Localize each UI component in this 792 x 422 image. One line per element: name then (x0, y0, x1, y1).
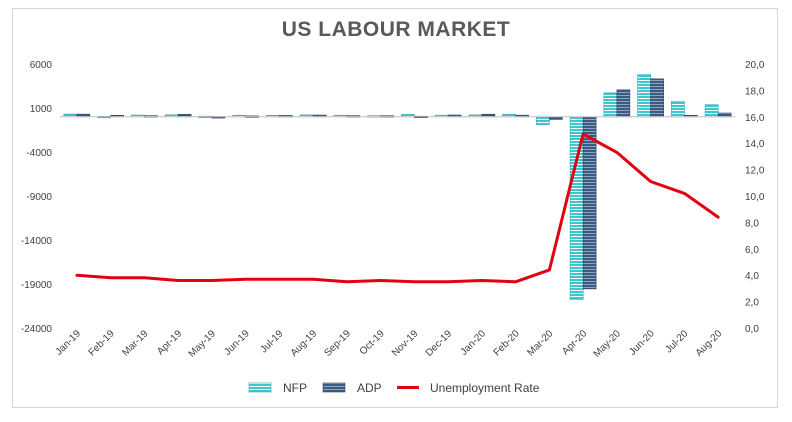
unemployment-point-aug-19 (312, 278, 314, 280)
unemployment-point-sep-19 (346, 281, 348, 283)
adp-bar-aug-20 (717, 112, 732, 118)
unemployment-point-jun-20 (649, 180, 652, 183)
chart-title: US LABOUR MARKET (281, 18, 511, 41)
x-tick-label: Mar-19 (120, 328, 150, 358)
line-series (75, 132, 720, 284)
x-tick-label: Jan-20 (459, 328, 489, 358)
left-tick-label: 6000 (30, 60, 53, 71)
right-tick-label: 20,0 (745, 60, 765, 71)
x-tick-label: Jul-20 (663, 328, 690, 355)
unemployment-point-apr-19 (177, 279, 179, 282)
x-tick-label: Jun-20 (627, 328, 657, 358)
x-tick-label: Mar-20 (525, 328, 555, 358)
x-axis: Jan-19 Feb-19 Mar-19 Apr-19 May-19 Jun-19 Jul-… (54, 328, 725, 360)
x-tick-label: Aug-20 (694, 328, 725, 359)
unemployment-point-jan-19 (76, 274, 78, 277)
left-tick-label: -4000 (26, 148, 52, 159)
right-tick-label: 10,0 (745, 192, 765, 203)
legend-swatch-adp (322, 382, 346, 393)
right-tick-label: 18,0 (745, 86, 765, 97)
left-tick-label: -14000 (21, 236, 53, 247)
right-tick-label: 0,0 (745, 324, 759, 335)
unemployment-rate-line (75, 132, 720, 284)
right-tick-label: 4,0 (745, 271, 759, 282)
left-tick-label: 1000 (30, 104, 53, 115)
x-tick-label: Feb-20 (492, 328, 522, 358)
x-tick-label: Feb-19 (87, 328, 117, 358)
right-tick-label: 6,0 (745, 245, 759, 256)
bar-series (63, 74, 732, 301)
adp-bar-jun-20 (650, 78, 664, 118)
x-tick-label: Apr-19 (155, 328, 184, 357)
left-axis: 6000 1000 -4000 -9000 -14000 -19000 -24000 (21, 60, 53, 335)
x-tick-label: Nov-19 (390, 328, 421, 359)
legend-swatch-nfp (248, 382, 272, 393)
adp-bar-apr-20 (582, 116, 597, 290)
nfp-bar-mar-20 (536, 116, 550, 125)
adp-bar-may-20 (616, 89, 631, 118)
left-tick-label: -9000 (26, 192, 52, 203)
unemployment-point-may-19 (211, 279, 213, 282)
unemployment-point-jan-20 (481, 279, 483, 282)
left-tick-label: -19000 (21, 280, 53, 291)
x-tick-label: May-20 (592, 328, 624, 360)
unemployment-point-apr-20 (582, 133, 584, 135)
unemployment-point-feb-20 (514, 281, 517, 283)
unemployment-point-jul-19 (278, 278, 281, 280)
right-axis: 20,0 18,0 16,0 14,0 12,0 10,0 8,0 6,0 4,0 2,0 0,0 (745, 60, 765, 335)
x-tick-label: Jun-19 (222, 328, 252, 358)
unemployment-point-mar-19 (143, 277, 146, 279)
unemployment-point-nov-19 (413, 281, 416, 283)
unemployment-point-jun-19 (244, 278, 247, 280)
legend-label-adp: ADP (357, 381, 382, 395)
x-tick-label: Oct-19 (358, 328, 387, 357)
unemployment-point-oct-19 (379, 279, 382, 282)
nfp-bar-aug-20 (704, 104, 719, 118)
legend-label-nfp: NFP (283, 381, 307, 395)
x-tick-label: Aug-19 (289, 328, 320, 359)
x-tick-label: Apr-20 (560, 328, 589, 357)
x-tick-label: Jan-19 (54, 328, 84, 358)
right-tick-label: 8,0 (745, 218, 759, 229)
nfp-bar-jun-20 (637, 74, 651, 118)
unemployment-point-mar-20 (548, 269, 551, 271)
right-tick-label: 2,0 (745, 298, 759, 309)
unemployment-point-dec-19 (447, 281, 449, 283)
nfp-bar-jul-20 (671, 101, 685, 118)
legend-label-unemployment: Unemployment Rate (430, 381, 540, 395)
right-tick-label: 12,0 (745, 166, 765, 177)
legend: NFP ADP Unemployment Rate (248, 381, 540, 395)
left-tick-label: -24000 (21, 324, 53, 335)
x-tick-label: Sep-19 (322, 328, 353, 359)
right-tick-label: 14,0 (745, 139, 765, 150)
x-tick-label: May-19 (187, 328, 219, 360)
unemployment-point-aug-20 (717, 216, 719, 218)
unemployment-point-feb-19 (109, 277, 112, 279)
x-tick-label: Dec-19 (424, 328, 455, 359)
x-tick-label: Jul-19 (258, 328, 285, 355)
right-tick-label: 16,0 (745, 113, 765, 124)
unemployment-point-jul-20 (683, 192, 686, 195)
nfp-bar-may-20 (603, 92, 618, 118)
unemployment-point-may-20 (616, 151, 618, 154)
